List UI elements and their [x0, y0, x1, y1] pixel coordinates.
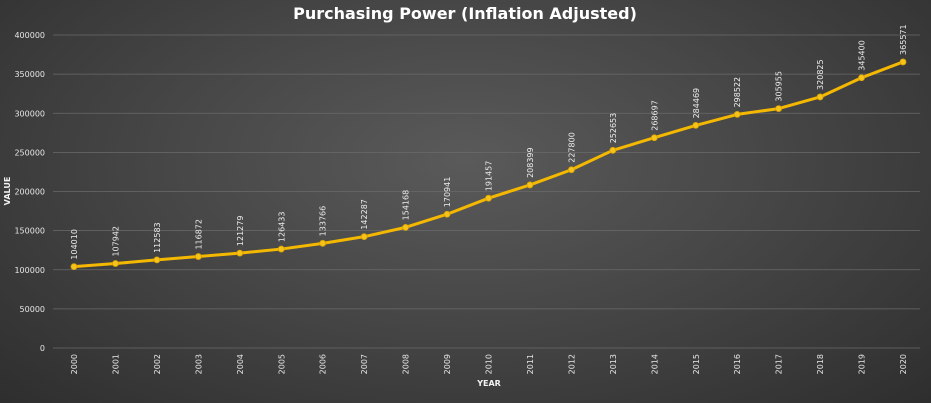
x-tick-label: 2008 [402, 354, 411, 374]
data-point [443, 210, 451, 218]
data-label: 142287 [360, 199, 369, 230]
chart-title: Purchasing Power (Inflation Adjusted) [293, 4, 637, 23]
x-tick-label: 2010 [485, 354, 494, 374]
data-point [816, 93, 824, 101]
data-label: 268697 [650, 100, 659, 131]
data-point [319, 239, 327, 247]
data-point [360, 233, 368, 241]
data-label: 107942 [111, 226, 120, 257]
x-tick-label: 2014 [650, 354, 659, 374]
data-label: 170941 [443, 177, 452, 208]
x-tick-label: 2004 [236, 354, 245, 374]
y-tick-label: 350000 [14, 70, 45, 79]
x-tick-label: 2012 [567, 354, 576, 374]
y-tick-label: 300000 [14, 109, 45, 118]
y-tick-label: 100000 [14, 266, 45, 275]
x-tick-label: 2007 [360, 354, 369, 374]
data-point [526, 181, 534, 189]
data-label: 116872 [194, 219, 203, 250]
data-point [153, 256, 161, 264]
x-tick-label: 2013 [609, 354, 618, 374]
x-tick-label: 2000 [70, 354, 79, 374]
x-tick-label: 2018 [816, 354, 825, 374]
y-axis-title: VALUE [3, 177, 12, 206]
x-tick-label: 2001 [111, 354, 120, 374]
x-tick-label: 2011 [526, 354, 535, 374]
data-label: 104010 [70, 229, 79, 260]
y-tick-label: 200000 [14, 188, 45, 197]
data-label: 284469 [692, 88, 701, 119]
data-label: 298522 [733, 77, 742, 108]
data-label: 345400 [858, 40, 867, 71]
data-labels: 104010 107942 112583 116872 121279 126433 1337… [70, 24, 908, 259]
series-points [70, 58, 907, 271]
y-tick-label: 400000 [14, 31, 45, 40]
data-point [899, 58, 907, 66]
data-label: 252653 [609, 113, 618, 144]
y-tick-label: 0 [40, 344, 45, 353]
data-point [277, 245, 285, 253]
data-point [70, 263, 78, 271]
data-label: 227800 [567, 132, 576, 163]
gridlines [53, 34, 920, 349]
x-tick-label: 2020 [899, 354, 908, 374]
x-tick-label: 2003 [194, 354, 203, 374]
data-point [112, 260, 119, 267]
x-axis-title: YEAR [476, 379, 501, 388]
x-tick-label: 2015 [692, 354, 701, 374]
x-tick-label: 2006 [319, 354, 328, 374]
data-label: 121279 [236, 216, 245, 247]
data-point [236, 249, 244, 257]
data-label: 365571 [899, 24, 908, 55]
y-axis-ticks: 0 50000 100000 150000 200000 250000 300000 3500… [14, 31, 45, 353]
y-tick-label: 50000 [20, 305, 45, 314]
y-tick-label: 150000 [14, 227, 45, 236]
data-point [402, 223, 410, 231]
y-tick-label: 250000 [14, 148, 45, 157]
x-tick-label: 2019 [858, 354, 867, 374]
data-label: 133766 [319, 206, 328, 237]
x-axis-ticks: 2000 2001 2002 2003 2004 2005 2006 2007 2008 2009… [70, 354, 908, 374]
data-point [775, 105, 783, 112]
x-tick-label: 2005 [277, 354, 286, 374]
data-point [609, 146, 617, 154]
data-label: 112583 [153, 222, 162, 253]
data-label: 126433 [277, 212, 286, 243]
data-label: 154168 [402, 190, 411, 221]
data-label: 191457 [485, 161, 494, 192]
data-point [485, 194, 492, 202]
data-point [733, 111, 741, 118]
x-tick-label: 2016 [733, 354, 742, 374]
x-tick-label: 2002 [153, 354, 162, 374]
data-label: 320825 [816, 59, 825, 90]
data-label: 208399 [526, 147, 535, 178]
data-point [568, 166, 575, 174]
x-tick-label: 2017 [775, 354, 784, 374]
data-label: 305955 [775, 71, 784, 102]
data-point [858, 74, 865, 82]
data-point [650, 134, 658, 142]
data-point [692, 122, 700, 129]
data-point [194, 253, 202, 260]
x-tick-label: 2009 [443, 354, 452, 374]
